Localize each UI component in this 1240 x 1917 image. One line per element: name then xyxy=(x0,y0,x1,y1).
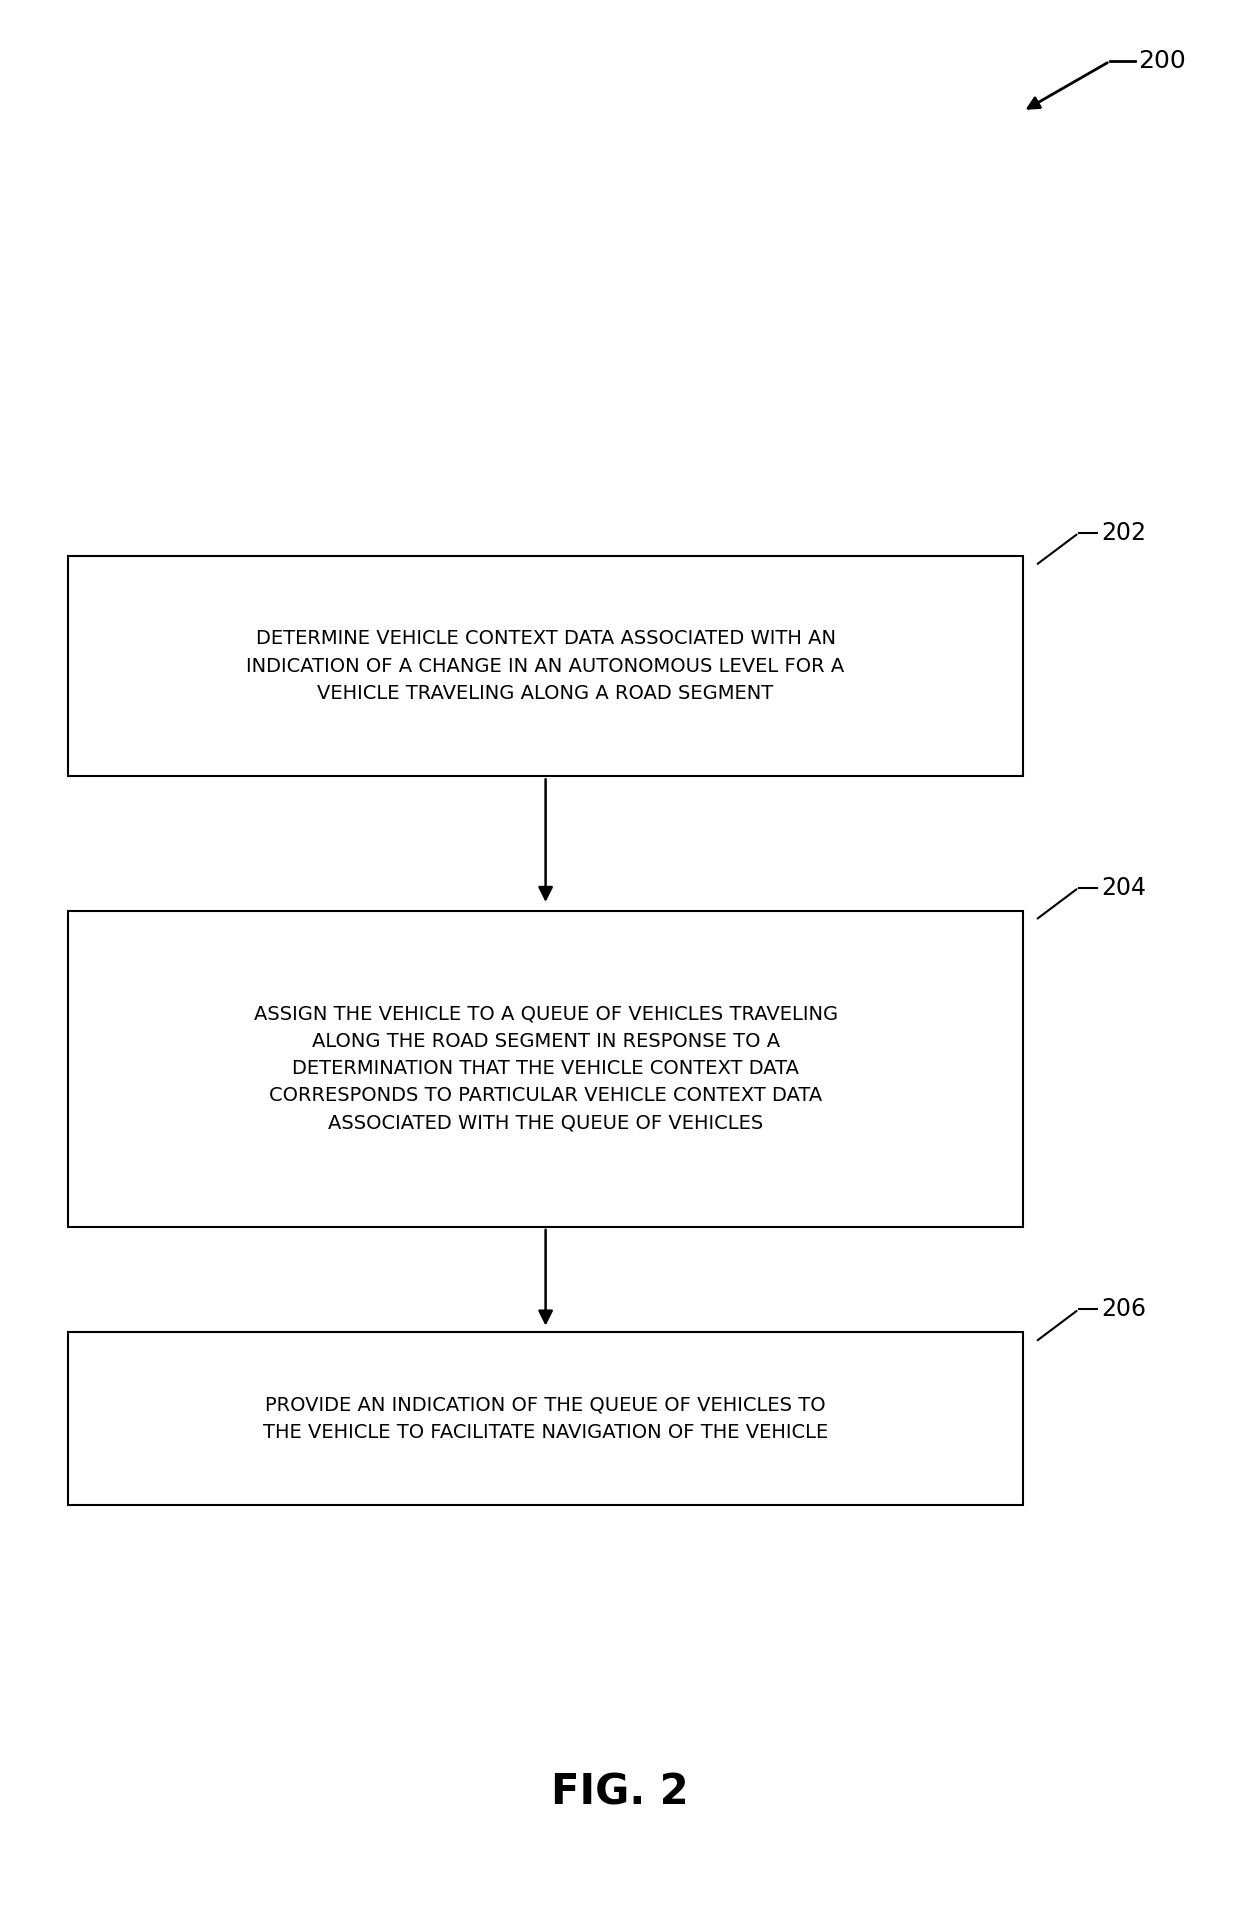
Bar xyxy=(68,556,1023,776)
Text: 204: 204 xyxy=(1101,876,1146,899)
Text: 200: 200 xyxy=(1138,50,1187,73)
Text: ASSIGN THE VEHICLE TO A QUEUE OF VEHICLES TRAVELING
ALONG THE ROAD SEGMENT IN RE: ASSIGN THE VEHICLE TO A QUEUE OF VEHICLE… xyxy=(253,1005,838,1133)
Text: 206: 206 xyxy=(1101,1298,1146,1321)
Text: FIG. 2: FIG. 2 xyxy=(552,1771,688,1813)
Text: DETERMINE VEHICLE CONTEXT DATA ASSOCIATED WITH AN
INDICATION OF A CHANGE IN AN A: DETERMINE VEHICLE CONTEXT DATA ASSOCIATE… xyxy=(247,629,844,704)
Bar xyxy=(68,1332,1023,1505)
Text: PROVIDE AN INDICATION OF THE QUEUE OF VEHICLES TO
THE VEHICLE TO FACILITATE NAVI: PROVIDE AN INDICATION OF THE QUEUE OF VE… xyxy=(263,1396,828,1442)
Bar xyxy=(68,911,1023,1227)
Text: 202: 202 xyxy=(1101,521,1146,544)
